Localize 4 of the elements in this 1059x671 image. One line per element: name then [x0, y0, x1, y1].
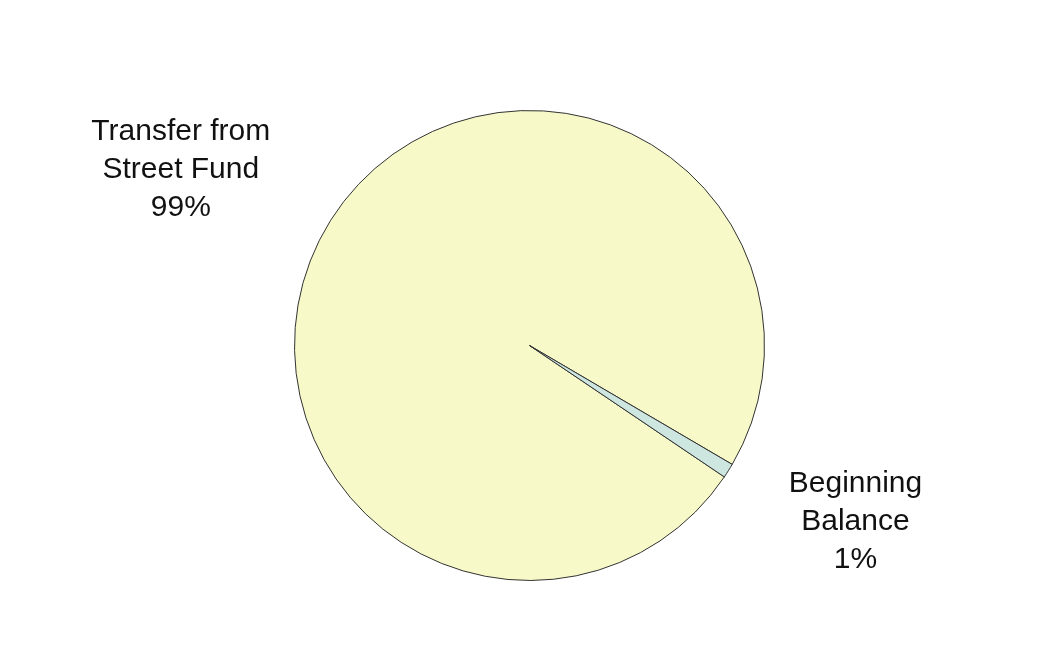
- data-label: 1%: [833, 540, 878, 574]
- slice-label: Transfer from Street Fund: [91, 112, 271, 184]
- data-label: 99%: [150, 188, 211, 222]
- slice-label: Beginning Balance: [788, 464, 923, 536]
